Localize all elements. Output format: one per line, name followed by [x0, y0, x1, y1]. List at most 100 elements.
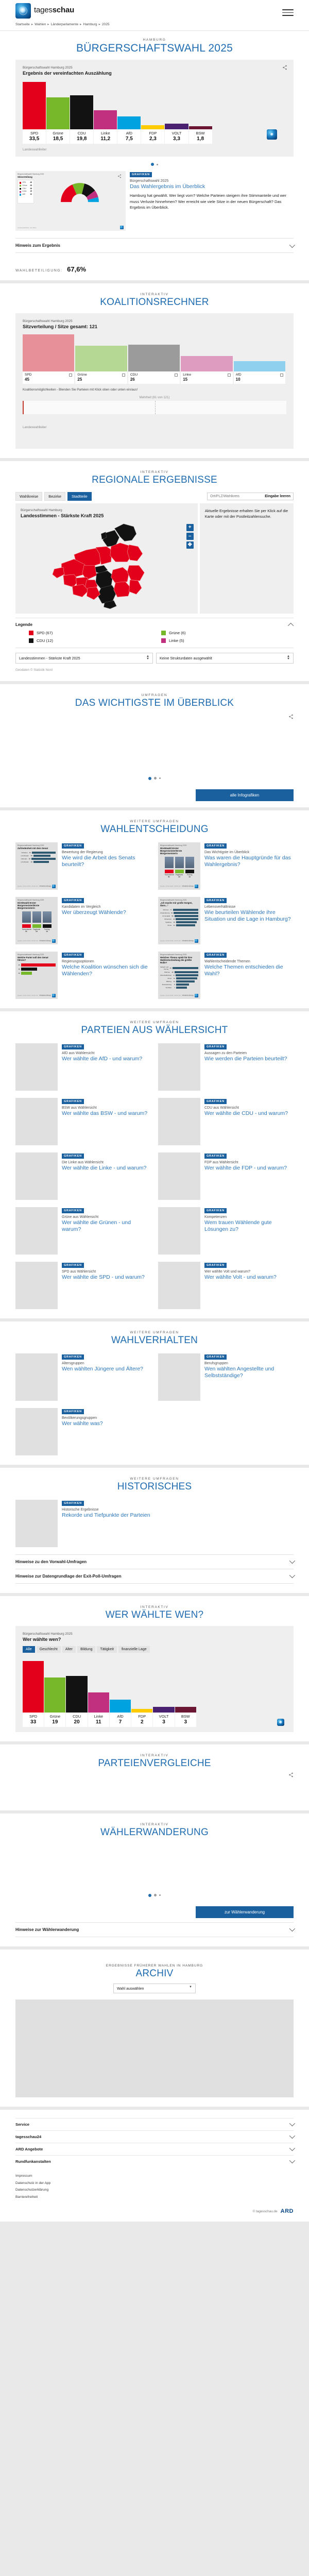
werwen-bar-cdu[interactable]: CDU 20	[66, 1661, 88, 1727]
carousel-dot-3[interactable]	[159, 777, 161, 779]
carousel-dot-1[interactable]	[148, 1893, 151, 1897]
werwen-bar-spd[interactable]: SPD 33	[23, 1660, 44, 1727]
koalition-col-linke[interactable]: Linke 15	[181, 334, 233, 384]
teaser-thumbnail[interactable]: Bürgerschaftswahl Hamburg 2025 Welche Par…	[15, 951, 58, 999]
teaser-headline[interactable]: Wer wählte die AfD - und warum?	[62, 1055, 143, 1062]
teaser-card[interactable]: GRAFIKEN Berufsgruppen Wen wählten Angeste…	[158, 1353, 294, 1401]
koalition-col-grüne[interactable]: Grüne 25	[75, 334, 127, 384]
teaser-headline[interactable]: Wen wählten Angestellte und Selbstständi…	[204, 1365, 274, 1379]
teaser-thumbnail[interactable]	[158, 1043, 200, 1091]
footer-link-impressum[interactable]: Impressum	[15, 2174, 32, 2178]
breadcrumb-item-2025[interactable]: 2025	[101, 23, 110, 26]
teaser-thumbnail[interactable]: Bürgerschaftswahl Hamburg 2025 Direktwahl…	[15, 896, 58, 944]
footer-link-barrierefreiheit[interactable]: Barrierefreiheit	[15, 2195, 38, 2199]
carousel-dot-2[interactable]	[157, 163, 158, 165]
werwen-tab-finanzielle-lage[interactable]: finanzielle Lage	[118, 1646, 150, 1653]
teaser-card[interactable]: GRAFIKEN CDU aus Wählersicht Wer wählte di…	[158, 1097, 294, 1145]
teaser-headline[interactable]: Wie wird die Arbeit des Senats beurteilt…	[62, 854, 135, 868]
tab-bezirke[interactable]: Bezirke	[44, 492, 65, 501]
teaser-thumbnail[interactable]	[15, 1207, 58, 1255]
breadcrumb-item-startseite[interactable]: Startseite	[15, 23, 30, 26]
koalition-majority-track[interactable]	[23, 401, 286, 414]
clear-input-button[interactable]: Eingabe leeren	[265, 495, 290, 498]
teaser-card[interactable]: GRAFIKEN Altersgruppen Wen wählten Jüngere…	[15, 1353, 151, 1401]
footer-row-tagesschau24[interactable]: tagesschau24	[15, 2130, 296, 2143]
teaser-card[interactable]: Bürgerschaftswahl Hamburg 2025 Zufriedenh…	[15, 842, 151, 890]
teaser-headline[interactable]: Wer wählte die FDP - und warum?	[204, 1164, 287, 1171]
teaser-thumbnail[interactable]	[15, 1097, 58, 1145]
teaser-card[interactable]: GRAFIKEN Historische Ergebnisse Rekorde un…	[15, 1499, 151, 1547]
teaser-card[interactable]: Bürgerschaftswahl Hamburg 2025 Welches Th…	[158, 951, 294, 999]
carousel-dot-2[interactable]	[154, 1894, 157, 1897]
werwen-bar-fdp[interactable]: FDP 2	[131, 1661, 153, 1727]
werwen-tab-alle[interactable]: Alle	[23, 1646, 35, 1653]
teaser-headline[interactable]: Wer wählte die SPD - und warum?	[62, 1274, 145, 1280]
brand[interactable]: tagesschau	[15, 3, 74, 19]
teaser-card[interactable]: GRAFIKEN FDP aus Wählersicht Wer wählte di…	[158, 1152, 294, 1200]
hamburger-icon[interactable]	[282, 3, 294, 18]
teaser-card[interactable]: Bürgerschaftswahl Hamburg 2025 „Ich mache…	[158, 896, 294, 944]
teaser-thumbnail[interactable]	[15, 1261, 58, 1309]
carousel-dot-2[interactable]	[154, 777, 157, 780]
map-card[interactable]: Bürgerschaftswahl Hamburg Landesstimmen …	[15, 503, 198, 614]
teaser-card[interactable]: GRAFIKEN Bevölkerungsgruppen Wer wählte wa…	[15, 1408, 151, 1455]
teaser-thumbnail[interactable]	[158, 1097, 200, 1145]
werwen-tab-bildung[interactable]: Bildung	[77, 1646, 96, 1653]
select-structure-data[interactable]: Keine Strukturdaten ausgewählt ▲ ▼	[156, 653, 294, 664]
teaser-thumbnail[interactable]	[15, 1499, 58, 1547]
teaser-headline[interactable]: Wer wählte die CDU - und warum?	[204, 1110, 288, 1116]
teaser-thumbnail[interactable]: Bürgerschaftswahl Hamburg 2025 Zufriedenh…	[15, 842, 58, 890]
footer-link-datenschutzerklärung[interactable]: Datenschutzerklärung	[15, 2188, 49, 2192]
accordion-vorwahl-umfragen[interactable]: Hinweise zu den Vorwahl-Umfragen	[15, 1554, 296, 1569]
breadcrumb-item-hamburg[interactable]: Hamburg	[83, 23, 97, 26]
regional-search[interactable]: Eingabe leeren	[207, 493, 294, 500]
hamburg-map[interactable]	[21, 520, 193, 611]
teaser-thumbnail[interactable]	[15, 1353, 58, 1401]
teaser-thumbnail[interactable]	[15, 1152, 58, 1200]
teaser-card[interactable]: GRAFIKEN Aussagen zu den Parteien Wie werd…	[158, 1043, 294, 1091]
teaser-headline[interactable]: Wer wählte die Grünen - und warum?	[62, 1219, 131, 1233]
teaser-headline[interactable]: Wem trauen Wählende gute Lösungen zu?	[204, 1219, 272, 1233]
search-input[interactable]	[210, 495, 259, 498]
teaser-thumbnail[interactable]	[158, 1261, 200, 1309]
teaser-thumbnail[interactable]	[158, 1207, 200, 1255]
zoom-in-button[interactable]: +	[186, 524, 194, 531]
hint-accordion-result[interactable]: Hinweis zum Ergebnis	[15, 238, 296, 253]
result-bar-linke[interactable]: Linke 11,2	[94, 82, 117, 144]
teaser-headline[interactable]: Wer wählte das BSW - und warum?	[62, 1110, 148, 1116]
party-checkbox[interactable]	[175, 373, 178, 377]
teaser-headline[interactable]: Wie beurteilen Wählende ihre Situation u…	[204, 909, 291, 923]
seats-teaser[interactable]: Bürgerschaftswahl Hamburg 2025 Sitzverte…	[15, 171, 294, 231]
teaser-thumbnail[interactable]: Bürgerschaftswahl Hamburg 2025 „Ich mache…	[158, 896, 200, 944]
share-icon[interactable]	[288, 714, 294, 719]
overview-carousel[interactable]	[15, 709, 294, 771]
select-map-metric[interactable]: Landesstimmen - Stärkste Kraft 2025 ▲ ▼	[15, 653, 153, 664]
teaser-card[interactable]: GRAFIKEN AfD aus Wählersicht Wer wählte di…	[15, 1043, 151, 1091]
party-checkbox[interactable]	[122, 373, 125, 377]
teaser-card[interactable]: GRAFIKEN BSW aus Wählersicht Wer wählte da…	[15, 1097, 151, 1145]
teaser-headline[interactable]: Wer wählte die Linke - und warum?	[62, 1164, 147, 1171]
teaser-card[interactable]: GRAFIKEN Kompetenzen Wem trauen Wählende g…	[158, 1207, 294, 1255]
carousel-dot-1[interactable]	[148, 776, 151, 780]
legend-header[interactable]: Legende	[15, 618, 294, 629]
teaser-thumbnail[interactable]	[15, 1408, 58, 1455]
werwen-tab-alter[interactable]: Alter	[62, 1646, 76, 1653]
breadcrumb-item-wahlen[interactable]: Wahlen	[35, 23, 46, 26]
teaser-card[interactable]: Bürgerschaftswahl Hamburg 2025 Direktwahl…	[158, 842, 294, 890]
teaser-headline[interactable]: Wer wählte was?	[62, 1420, 103, 1427]
teaser-headline[interactable]: Welche Koalition wünschen sich die Wähle…	[62, 963, 148, 977]
teaser-card[interactable]: Bürgerschaftswahl Hamburg 2025 Direktwahl…	[15, 896, 151, 944]
teaser-headline[interactable]: Wie werden die Parteien beurteilt?	[204, 1055, 287, 1062]
teaser-thumbnail[interactable]	[15, 1043, 58, 1091]
teaser-headline[interactable]: Rekorde und Tiefpunkte der Parteien	[62, 1512, 150, 1518]
result-bar-bsw[interactable]: BSW 1,8	[188, 82, 212, 144]
teaser-headline[interactable]: Welche Themen entschieden die Wahl?	[204, 963, 283, 977]
footer-row-rundfunkanstalten[interactable]: Rundfunkanstalten	[15, 2155, 296, 2167]
teaser-headline[interactable]: Wen wählten Jüngere und Ältere?	[62, 1365, 143, 1372]
result-bar-fdp[interactable]: FDP 2,3	[141, 82, 165, 144]
tab-stadtteile[interactable]: Stadtteile	[67, 492, 92, 501]
party-checkbox[interactable]	[69, 373, 73, 377]
werwen-bar-linke[interactable]: Linke 11	[88, 1661, 109, 1727]
teaser-headline[interactable]: Was waren die Hauptgründe für das Wahler…	[204, 854, 291, 868]
teaser-card[interactable]: GRAFIKEN Grüne aus Wählersicht Wer wählte …	[15, 1207, 151, 1255]
